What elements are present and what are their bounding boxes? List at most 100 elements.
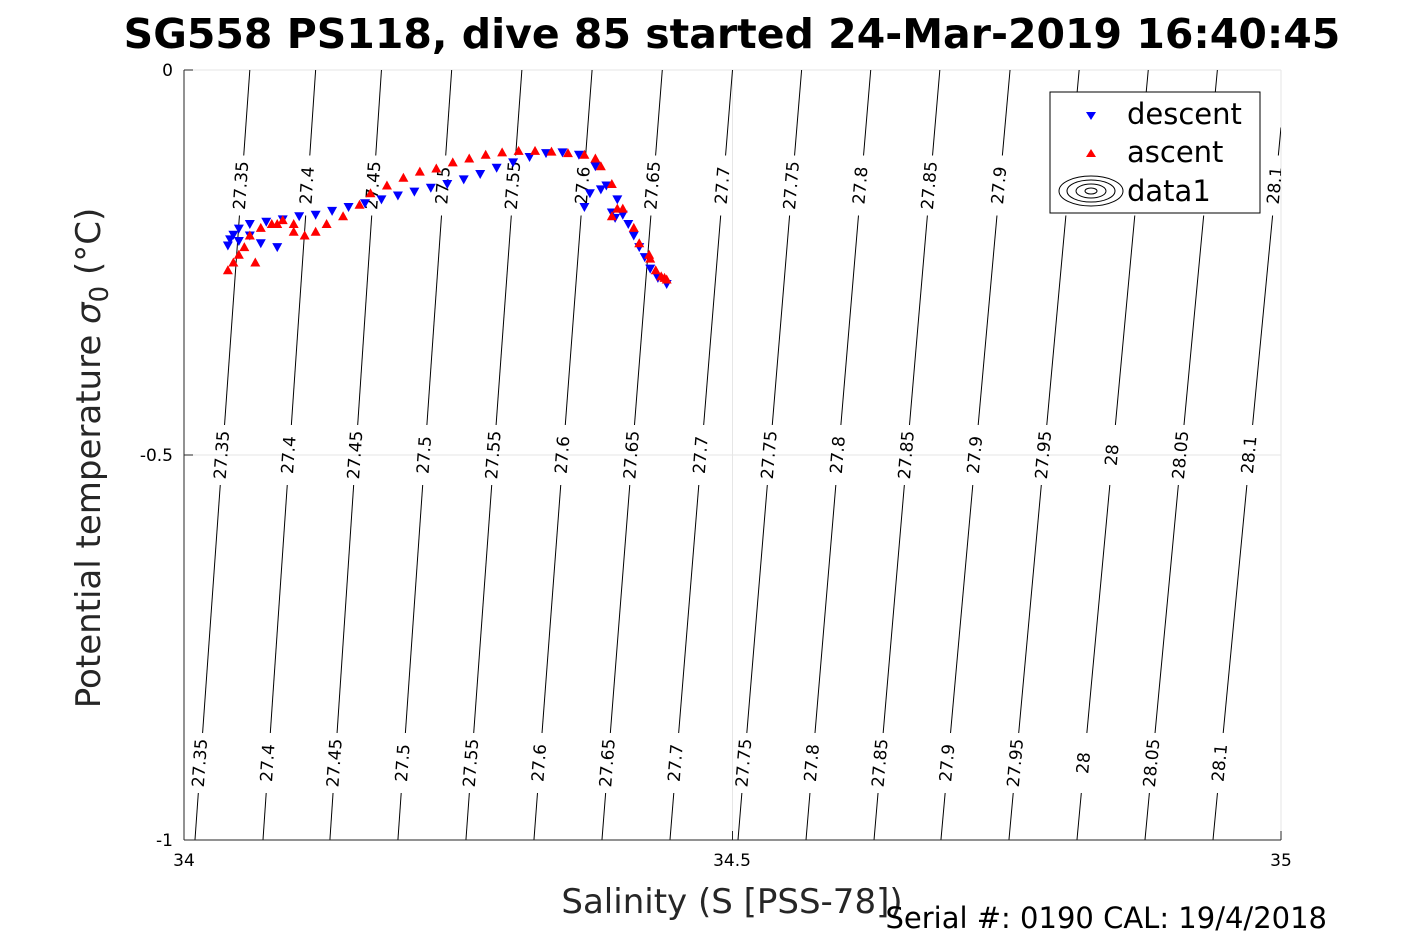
contour-label: 27.8	[801, 743, 824, 782]
contour-27.9: 27.9 27.9 27.9	[936, 70, 1011, 840]
serial-cal-note: Serial #: 0190 CAL: 19/4/2018	[885, 901, 1327, 935]
descent-point	[272, 243, 283, 253]
contour-label: 27.65	[596, 738, 620, 788]
ascent-point	[381, 180, 392, 190]
y-tick-label: -0.5	[140, 446, 173, 466]
y-axis-label-symbol: σ	[69, 301, 109, 324]
contour-label: 27.45	[344, 430, 367, 480]
contour-line	[1212, 127, 1281, 840]
contour-label: 28	[1073, 751, 1095, 774]
legend-contour-ring	[1058, 175, 1124, 207]
ascent-point	[244, 230, 255, 240]
contour-label: 27.5	[432, 166, 455, 205]
ascent-point	[590, 153, 601, 163]
contour-label: 27.6	[528, 743, 551, 782]
contour-label: 27.5	[392, 743, 415, 782]
ascent-point	[250, 257, 261, 267]
descent-series	[222, 148, 672, 290]
ascent-point	[288, 219, 299, 228]
contour-label: 27.35	[211, 430, 234, 480]
ascent-point	[595, 161, 606, 171]
contour-label: 28.1	[1264, 166, 1288, 206]
descent-point	[645, 264, 656, 274]
contour-28.1: 28.1 28.1 28.1	[1209, 127, 1288, 840]
descent-point	[327, 206, 338, 216]
descent-point	[360, 199, 371, 209]
contour-line	[533, 70, 593, 840]
legend-ascent-marker	[1086, 149, 1096, 157]
contour-label: 27.7	[712, 166, 735, 205]
ascent-point	[530, 145, 541, 155]
descent-point	[310, 210, 321, 220]
ascent-point	[272, 219, 283, 228]
descent-point	[233, 224, 244, 234]
ascent-point	[365, 188, 376, 198]
descent-point	[425, 183, 436, 193]
contour-label: 27.5	[413, 435, 436, 474]
x-tick-label: 35	[1270, 851, 1292, 871]
ascent-point	[606, 211, 617, 221]
contour-27.55: 27.55 27.55 27.55	[460, 70, 525, 840]
ascent-point	[661, 274, 672, 284]
ascent-point	[321, 219, 332, 228]
ascent-point	[338, 211, 349, 221]
contour-label: 27.4	[296, 166, 319, 205]
contour-label: 27.35	[189, 738, 212, 788]
legend-descent-label: descent	[1127, 97, 1242, 131]
descent-point	[233, 236, 244, 246]
contour-label: 27.8	[827, 435, 850, 474]
contour-label: 27.55	[502, 161, 525, 211]
contour-label: 27.6	[552, 435, 575, 474]
descent-point	[579, 203, 590, 213]
contour-label: 27.9	[936, 743, 959, 782]
ascent-point	[546, 146, 557, 156]
legend-ascent-label: ascent	[1127, 135, 1223, 169]
legend: descent ascent data1	[1049, 91, 1261, 214]
contour-label: 28.1	[1238, 435, 1262, 475]
ascent-point	[644, 249, 655, 259]
contour-label: 27.9	[964, 435, 987, 474]
legend-contour-icon	[1058, 175, 1124, 207]
descent-point	[595, 185, 606, 195]
legend-contour-ring	[1084, 187, 1098, 195]
contour-label: 27.4	[278, 435, 301, 474]
y-tick-label: 0	[162, 61, 173, 81]
y-axis-label-space	[69, 275, 109, 286]
descent-point	[458, 175, 469, 185]
descent-point	[225, 235, 236, 245]
contour-line	[940, 70, 1011, 840]
descent-point	[628, 231, 639, 241]
ticks	[183, 69, 1282, 841]
descent-point	[508, 158, 519, 168]
contour-label: 27.8	[849, 166, 872, 205]
contour-27.7: 27.7 27.7 27.7	[665, 70, 735, 840]
y-axis-label: Potential temperature σ0 (°C)	[69, 208, 115, 708]
x-tick-label: 34	[173, 851, 195, 871]
ascent-point	[464, 153, 475, 163]
legend-contour-ring	[1075, 183, 1107, 199]
descent-point	[244, 220, 255, 229]
contour-line	[329, 70, 382, 840]
contour-label: 28.1	[1209, 743, 1233, 783]
ascent-point	[310, 226, 321, 236]
x-tick-label: 34.5	[713, 851, 751, 871]
ascent-point	[480, 149, 491, 159]
contour-line	[669, 70, 733, 840]
contour-line	[737, 70, 803, 840]
ascent-point	[650, 265, 661, 275]
descent-point	[623, 220, 634, 229]
contour-label: 27.75	[758, 430, 782, 480]
descent-point	[491, 163, 502, 173]
descent-point	[294, 212, 305, 222]
descent-point	[442, 179, 453, 189]
descent-point	[617, 210, 628, 220]
contour-label: 27.9	[988, 166, 1011, 205]
contour-label: 27.85	[918, 160, 942, 210]
contour-label: 27.35	[230, 161, 253, 211]
contour-label: 27.55	[482, 430, 505, 480]
contour-label: 27.95	[1032, 430, 1056, 480]
contour-label: 28.05	[1169, 430, 1193, 480]
contour-27.35: 27.35 27.35 27.35	[189, 70, 253, 840]
ascent-point	[398, 172, 409, 182]
